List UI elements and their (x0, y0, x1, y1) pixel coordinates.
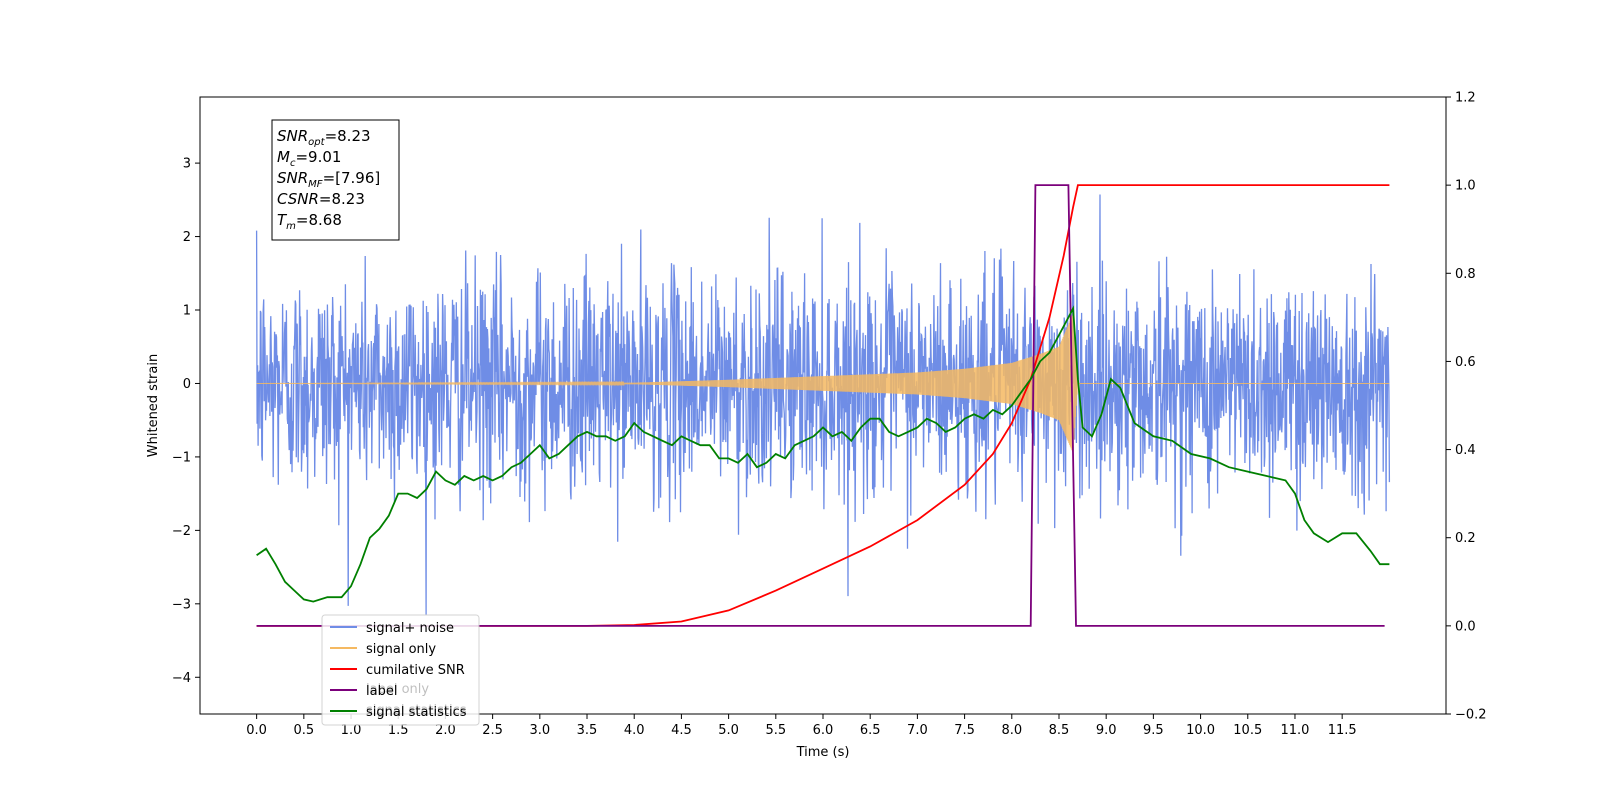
x-tick-label: 1.0 (341, 723, 362, 738)
series-line-signal-only (256, 314, 1390, 452)
x-tick-label: 3.5 (577, 723, 598, 738)
x-tick-label: 1.5 (388, 723, 409, 738)
annotation-line: Tm=8.68 (277, 211, 342, 232)
x-tick-label: 4.0 (624, 723, 645, 738)
legend-frame (321, 614, 480, 726)
left-axis: 3 2 1 0 −1 −2 −3 −4 (172, 157, 200, 686)
legend-label: signal+ noise (366, 621, 454, 636)
legend-label: signal statistics (366, 705, 467, 720)
x-tick-label: 6.5 (860, 723, 881, 738)
y-tick-label: −3 (172, 597, 191, 612)
plot-series-layer (255, 184, 1391, 627)
x-tick-label: 9.0 (1096, 723, 1117, 738)
y-tick-label: 3 (183, 157, 191, 172)
y-axis-label: Whitened strain (146, 354, 161, 457)
legend-label: label (366, 684, 397, 699)
y2-tick-label: −0.2 (1455, 708, 1487, 723)
legend: label only signal statistics signal+ noise… (321, 614, 480, 726)
x-tick-label: 10.5 (1233, 723, 1262, 738)
x-tick-label: 3.0 (529, 723, 550, 738)
x-tick-label: 9.5 (1143, 723, 1164, 738)
legend-ghost-label: label only (366, 682, 429, 697)
y2-tick-label: 1.0 (1455, 179, 1476, 194)
series-line-cumilative-snr (256, 184, 1390, 627)
right-axis: 1.2 1.0 0.8 0.6 0.4 0.2 0.0 −0.2 (1446, 91, 1487, 723)
x-tick-label: 7.5 (954, 723, 975, 738)
y-tick-label: −1 (172, 450, 191, 465)
annotation-line: SNRopt=8.23 (277, 127, 371, 148)
y-tick-label: 1 (183, 304, 191, 319)
x-tick-label: 4.5 (671, 723, 692, 738)
legend-label: cumilative SNR (366, 663, 465, 678)
series-line-label (256, 184, 1385, 627)
y2-tick-label: 0.2 (1455, 531, 1476, 546)
y2-tick-label: 0.6 (1455, 355, 1476, 370)
series-line-signal-noise (255, 194, 1391, 615)
x-tick-label: 0.0 (246, 723, 267, 738)
y2-tick-label: 0.8 (1455, 267, 1476, 282)
x-tick-label: 2.0 (435, 723, 456, 738)
series-line-signal-statistics (256, 305, 1390, 603)
x-tick-label: 2.5 (482, 723, 503, 738)
y-tick-label: 2 (183, 230, 191, 245)
annotation-frame (271, 119, 400, 241)
y-tick-label: −4 (172, 671, 191, 686)
y2-tick-label: 1.2 (1455, 91, 1476, 106)
annotation-line: Mc=9.01 (277, 148, 341, 169)
y-tick-label: 0 (183, 377, 191, 392)
x-tick-label: 11.5 (1328, 723, 1357, 738)
annotation-line: CSNR=8.23 (277, 190, 365, 208)
x-tick-label: 5.0 (718, 723, 739, 738)
x-tick-label: 8.0 (1001, 723, 1022, 738)
x-tick-label: 7.0 (907, 723, 928, 738)
y2-tick-label: 0.4 (1455, 443, 1476, 458)
annotation-line: SNRMF=[7.96] (277, 169, 380, 190)
y-tick-label: −2 (172, 524, 191, 539)
x-tick-label: 10.0 (1186, 723, 1215, 738)
legend-ghost-label: signal statistics (366, 703, 467, 718)
x-axis: 0.0 0.5 1.0 1.5 2.0 2.5 3.0 3.5 4.0 4.5 5.0 5.5 6.0 6… (246, 714, 1357, 738)
x-tick-label: 0.5 (293, 723, 314, 738)
x-tick-label: 11.0 (1280, 723, 1309, 738)
y2-tick-label: 0.0 (1455, 619, 1476, 634)
x-tick-label: 5.5 (765, 723, 786, 738)
legend-label: signal only (366, 642, 436, 657)
x-axis-label: Time (s) (796, 745, 850, 760)
x-tick-label: 8.5 (1049, 723, 1070, 738)
x-tick-label: 6.0 (813, 723, 834, 738)
